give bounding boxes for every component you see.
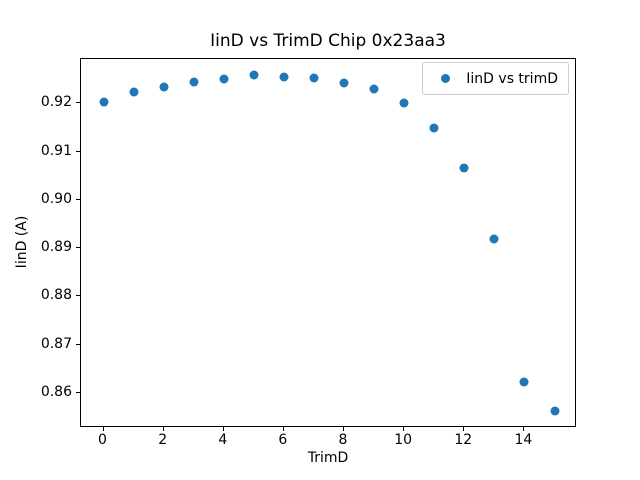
data-point <box>99 97 108 107</box>
x-tick-mark <box>403 427 405 431</box>
y-tick-label: 0.92 <box>40 94 72 111</box>
chart-title: IinD vs TrimD Chip 0x23aa3 <box>210 31 446 51</box>
data-point <box>339 78 349 88</box>
y-tick-mark <box>76 343 80 345</box>
legend[interactable]: IinD vs trimD <box>422 62 569 95</box>
x-tick-mark <box>102 427 104 431</box>
y-tick-mark <box>76 247 80 249</box>
data-point <box>519 377 529 387</box>
y-tick-label: 0.86 <box>40 383 72 400</box>
y-tick-mark <box>76 102 80 104</box>
y-tick-label: 0.88 <box>40 287 72 304</box>
x-tick-mark <box>523 427 525 431</box>
data-point <box>189 77 199 87</box>
x-tick-label: 8 <box>338 432 348 448</box>
y-tick-mark <box>76 198 80 200</box>
data-point <box>159 82 169 92</box>
x-tick-label: 10 <box>394 432 413 448</box>
x-axis-label: TrimD <box>307 450 349 466</box>
x-tick-label: 14 <box>514 432 533 448</box>
y-tick-label: 0.87 <box>40 335 72 352</box>
legend-label: IinD vs trimD <box>466 70 558 87</box>
x-tick-label: 12 <box>454 432 473 448</box>
data-point <box>249 70 259 80</box>
data-point <box>369 84 379 94</box>
y-tick-label: 0.89 <box>40 239 72 256</box>
y-tick-label: 0.91 <box>40 142 72 159</box>
data-point <box>129 87 139 97</box>
data-point <box>309 73 319 83</box>
x-tick-mark <box>343 427 344 431</box>
data-point <box>399 98 409 108</box>
x-tick-label: 4 <box>218 432 228 448</box>
x-tick-mark <box>463 427 465 431</box>
x-tick-mark <box>282 427 284 431</box>
y-tick-mark <box>76 391 80 393</box>
x-tick-mark <box>162 427 164 431</box>
x-tick-label: 2 <box>158 432 168 448</box>
data-point <box>550 406 559 416</box>
data-point <box>459 163 469 172</box>
data-point <box>489 234 499 244</box>
data-point <box>219 74 229 84</box>
x-tick-label: 6 <box>278 432 288 448</box>
legend-marker-icon <box>441 74 451 83</box>
data-point <box>279 72 289 82</box>
x-tick-mark <box>222 427 224 431</box>
y-tick-mark <box>76 150 80 152</box>
data-point <box>429 123 439 132</box>
plot-area: IinD vs trimD <box>80 58 576 427</box>
y-tick-label: 0.90 <box>40 190 72 207</box>
x-tick-label: 0 <box>98 432 107 448</box>
y-tick-mark <box>76 295 80 297</box>
